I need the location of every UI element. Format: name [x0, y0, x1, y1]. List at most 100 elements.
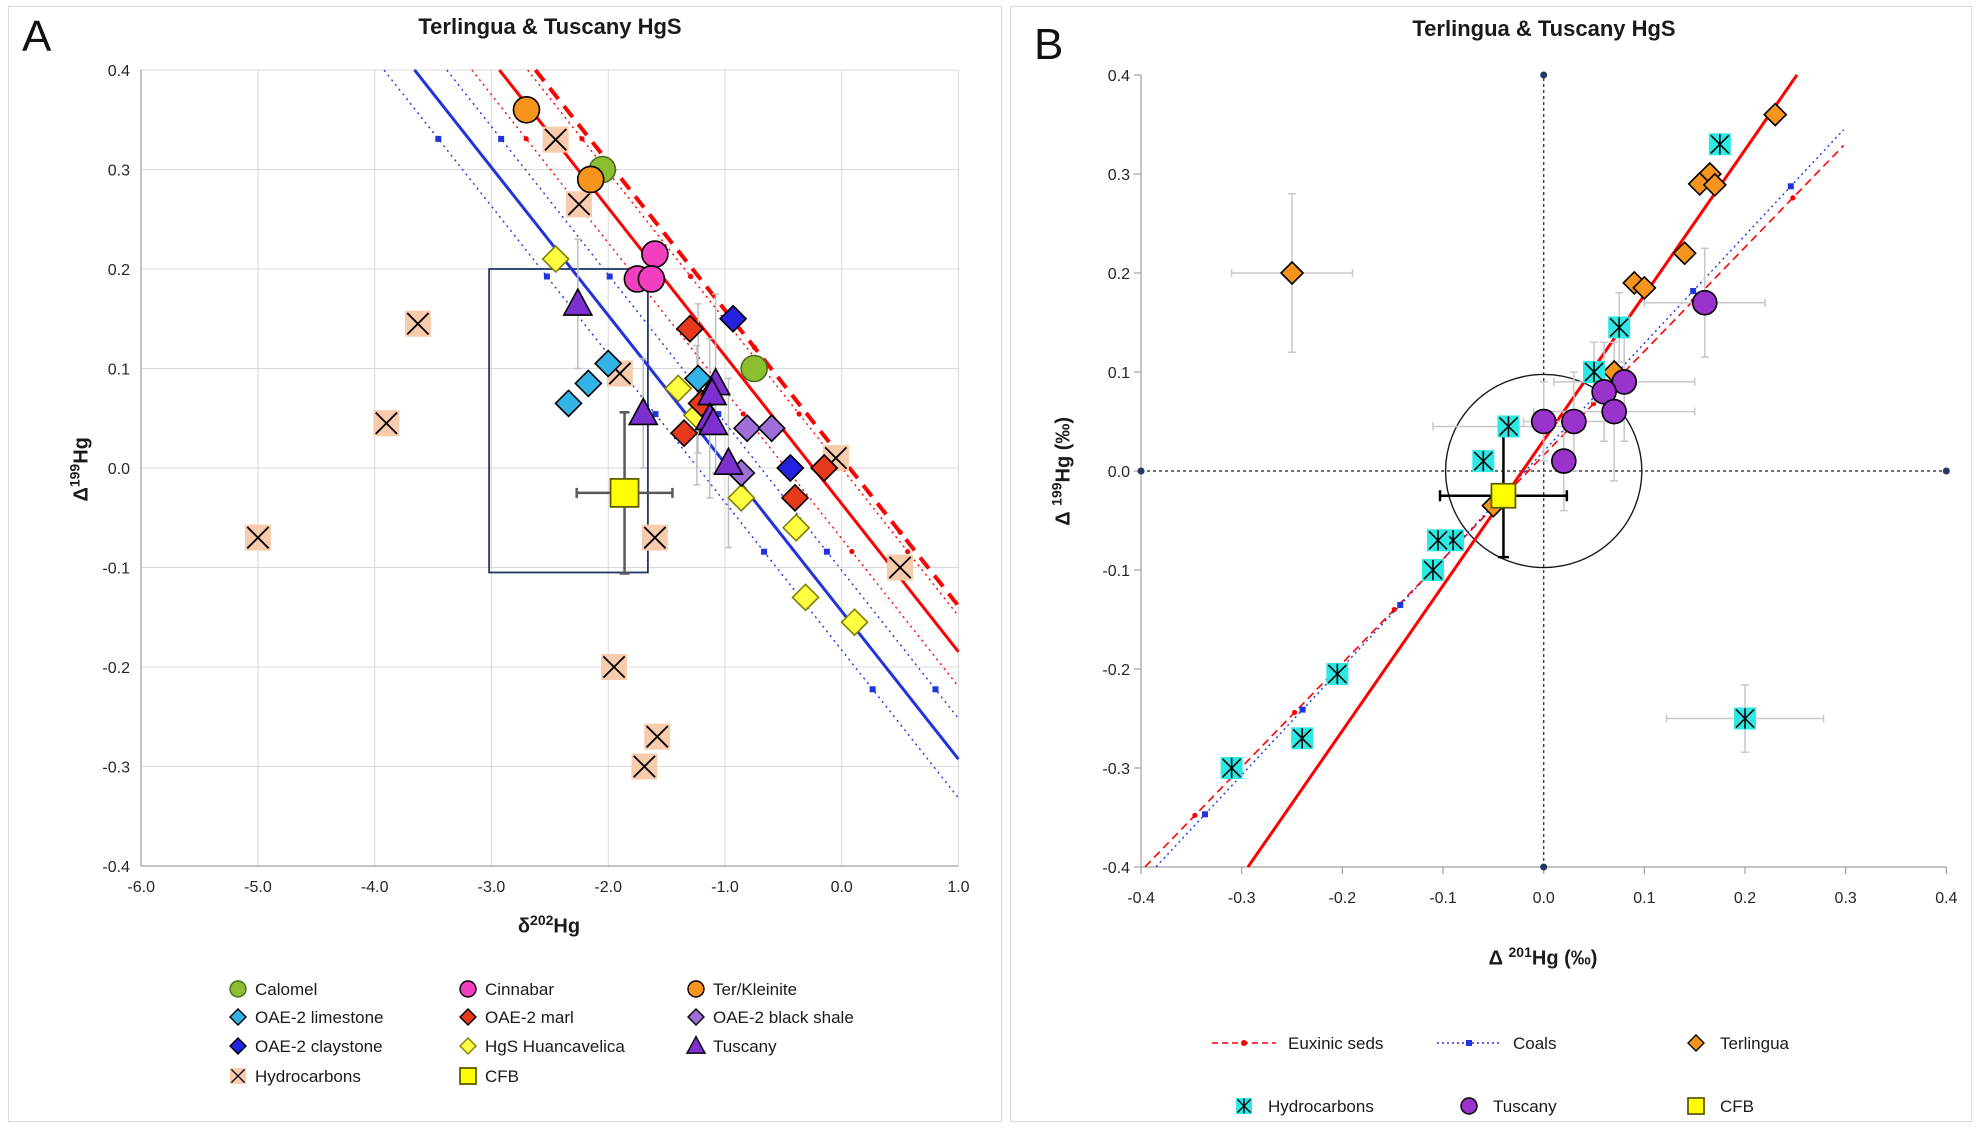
legend-item-cfb: CFB: [1687, 1097, 1754, 1116]
ytick-label: 0.0: [1108, 464, 1130, 481]
series-tuscany: [1530, 289, 1718, 474]
euxinic-seds-line: [1144, 144, 1845, 868]
xtick-label: 0.1: [1633, 890, 1655, 907]
legend-label: Hydrocarbons: [1268, 1097, 1374, 1116]
xtick-label: 0.3: [1835, 890, 1857, 907]
ytick-label: -0.4: [1102, 860, 1130, 877]
xtick-label: 0.0: [831, 879, 853, 896]
legend-label: OAE-2 marl: [485, 1008, 574, 1027]
xtick-label: 0.4: [1935, 890, 1957, 907]
series-tuscany: [562, 287, 744, 476]
ytick-label: 0.4: [1108, 68, 1130, 85]
ytick-label: -0.2: [102, 660, 130, 677]
xtick-label: -6.0: [127, 879, 155, 896]
legend-label: Hydrocarbons: [255, 1067, 361, 1086]
ytick-label: -0.3: [1102, 761, 1130, 778]
euxinic-fit: [498, 69, 960, 653]
legend-item-euxinic-seds: Euxinic seds: [1212, 1034, 1383, 1053]
legend-label: Euxinic seds: [1288, 1034, 1383, 1053]
legend-label: Tuscany: [713, 1037, 777, 1056]
axes: [1134, 74, 1947, 874]
legend-item-hgs-huancavelica: HgS Huancavelica: [459, 1037, 625, 1056]
legend-label: Calomel: [255, 980, 317, 999]
legend-item-terlingua: Terlingua: [1687, 1034, 1790, 1053]
ytick-label: 0.2: [108, 262, 130, 279]
legend-item-oae-2-claystone: OAE-2 claystone: [229, 1037, 383, 1056]
legend-label: Cinnabar: [485, 980, 554, 999]
xtick-label: -0.1: [1429, 890, 1457, 907]
reference-dashed: [533, 68, 961, 608]
series-cfb: [609, 477, 640, 508]
panel-a-box: [8, 6, 1002, 1122]
xtick-label: -3.0: [478, 879, 506, 896]
legend-label: OAE-2 claystone: [255, 1037, 383, 1056]
ytick-label: 0.2: [1108, 266, 1130, 283]
ytick-label: -0.4: [102, 859, 130, 876]
legend-item-hydrocarbons: Hydrocarbons: [230, 1067, 361, 1086]
xtick-label: 1.0: [947, 879, 969, 896]
legend-item-oae-2-black-shale: OAE-2 black shale: [687, 1008, 854, 1027]
xtick-label: -0.2: [1329, 890, 1357, 907]
euxinic-ci-upper: [527, 69, 959, 617]
legend-item-cfb: CFB: [459, 1067, 519, 1086]
legend-item-oae-2-marl: OAE-2 marl: [459, 1008, 574, 1027]
legend-label: OAE-2 limestone: [255, 1008, 384, 1027]
series-oae-2-marl: [669, 314, 839, 512]
ytick-label: 0.1: [108, 362, 130, 379]
series-oae-2-claystone: [718, 304, 805, 483]
xtick-label: 0.0: [1533, 890, 1555, 907]
panel-b-letter: B: [1034, 20, 1064, 69]
panel-b-yaxis-label: Δ 199Hg (‰): [1048, 416, 1075, 526]
legend-item-tuscany: Tuscany: [1460, 1097, 1557, 1116]
legend-item-calomel: Calomel: [229, 980, 317, 999]
panel-b-title: Terlingua & Tuscany HgS: [1412, 16, 1676, 41]
xtick-label: -1.0: [711, 879, 739, 896]
legend-item-ter-kleinite: Ter/Kleinite: [687, 980, 797, 999]
legend-item-hydrocarbons: Hydrocarbons: [1236, 1097, 1374, 1116]
series-hydrocarbons: [244, 126, 914, 780]
legend-item-coals: Coals: [1437, 1034, 1556, 1053]
zero-reference-lines: [1137, 71, 1950, 871]
legend-item-cinnabar: Cinnabar: [459, 980, 554, 999]
xtick-label: 0.2: [1734, 890, 1756, 907]
xtick-label: -2.0: [594, 879, 622, 896]
series-hydrocarbons: [1220, 133, 1757, 779]
series-ter-kleinite: [512, 96, 605, 194]
legend-label: Tuscany: [1493, 1097, 1557, 1116]
legend-label: CFB: [485, 1067, 519, 1086]
series-oae-2-black-shale: [727, 414, 786, 488]
series-oae-2-limestone: [554, 349, 713, 418]
ytick-label: 0.4: [108, 63, 130, 80]
ytick-label: 0.0: [108, 461, 130, 478]
xtick-label: -5.0: [244, 879, 272, 896]
xtick-label: -0.3: [1228, 890, 1256, 907]
ytick-label: -0.2: [1102, 662, 1130, 679]
panel-b-xaxis-label: Δ 201Hg (‰): [1488, 944, 1598, 970]
series-cfb: [1490, 482, 1517, 509]
legend-label: Terlingua: [1720, 1034, 1790, 1053]
series-hgs-huancavelica: [541, 244, 869, 637]
fit-all-line: [1246, 74, 1799, 868]
ytick-label: 0.1: [1108, 365, 1130, 382]
xtick-label: -4.0: [361, 879, 389, 896]
gridlines: [140, 69, 959, 867]
panel-b-box: [1010, 6, 1972, 1122]
legend-item-oae-2-limestone: OAE-2 limestone: [229, 1008, 384, 1027]
legend-b: Euxinic seds Coals Terlingua Hydrocarbons Tu…: [1212, 1034, 1790, 1116]
ytick-label: -0.1: [102, 561, 130, 578]
annotation-circle: [1444, 373, 1643, 569]
legend-a: Calomel Cinnabar Ter/Kleinite OAE-2 limesto…: [229, 980, 854, 1086]
axes: [140, 70, 959, 867]
tick-labels: 0.4 0.3 0.2 0.1 0.0 -0.1 -0.2 -0.3 -0.4 -6.0 -5.0 -…: [102, 63, 969, 896]
ytick-label: -0.3: [102, 760, 130, 777]
panel-a: 0.4 0.3 0.2 0.1 0.0 -0.1 -0.2 -0.3 -0.4 -6.0 -5.0 -…: [102, 63, 969, 1086]
ytick-label: 0.3: [108, 163, 130, 180]
legend-label: Ter/Kleinite: [713, 980, 797, 999]
panel-a-yaxis-label: Δ199Hg: [66, 437, 93, 502]
tick-labels: 0.4 0.3 0.2 0.1 0.0 -0.1 -0.2 -0.3 -0.4 -0.4 -0.3 -…: [1102, 68, 1957, 907]
panel-b: 0.4 0.3 0.2 0.1 0.0 -0.1 -0.2 -0.3 -0.4 -0.4 -0.3 -…: [1102, 68, 1957, 1116]
legend-label: CFB: [1720, 1097, 1754, 1116]
error-bars: [1230, 193, 1825, 753]
legend-label: HgS Huancavelica: [485, 1037, 625, 1056]
